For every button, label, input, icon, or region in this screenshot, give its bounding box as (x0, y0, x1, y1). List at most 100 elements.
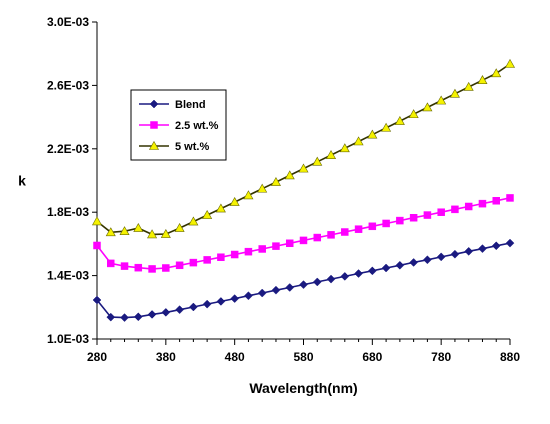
data-point (396, 216, 404, 225)
data-point (409, 258, 418, 267)
data-point (216, 297, 226, 306)
data-point (394, 115, 405, 125)
data-point (272, 242, 280, 250)
series-3 (91, 58, 516, 239)
data-point (326, 274, 336, 284)
data-point (105, 227, 116, 237)
x-tick-label: 480 (225, 350, 245, 364)
data-point (353, 136, 364, 146)
x-tick-label: 280 (87, 350, 107, 364)
data-point (423, 255, 432, 265)
data-point (161, 308, 171, 317)
y-tick-label: 3.0E-03 (47, 15, 89, 29)
data-point (93, 241, 101, 250)
data-point (327, 231, 335, 239)
data-point (437, 208, 445, 216)
x-tick-label: 580 (293, 350, 313, 364)
data-point (463, 81, 474, 91)
data-point (257, 288, 267, 298)
data-point (381, 122, 392, 132)
series-1 (92, 238, 515, 322)
data-point (504, 58, 516, 68)
data-point (107, 259, 115, 268)
data-point (133, 222, 144, 232)
legend-swatch-marker (150, 121, 158, 129)
data-point (202, 299, 212, 309)
data-point (312, 277, 322, 287)
data-point (339, 143, 350, 153)
data-point (215, 203, 226, 213)
data-point (299, 280, 308, 289)
data-point (449, 88, 460, 98)
x-tick-label: 380 (156, 350, 176, 364)
data-point (354, 225, 363, 233)
data-point (298, 163, 309, 173)
data-point (119, 226, 130, 236)
data-point (313, 233, 322, 242)
data-point (189, 302, 198, 312)
data-point (478, 199, 487, 208)
data-point (133, 312, 143, 322)
data-point (409, 213, 418, 222)
data-point (189, 258, 198, 267)
data-point (217, 253, 225, 261)
data-point (478, 244, 487, 254)
data-point (258, 245, 266, 253)
data-point (188, 216, 199, 226)
data-point (354, 269, 363, 278)
x-tick-label: 880 (500, 350, 520, 364)
data-point (450, 249, 460, 259)
y-tick-label: 1.8E-03 (47, 205, 89, 219)
data-point (464, 202, 473, 211)
x-tick-label: 780 (431, 350, 451, 364)
data-point (367, 266, 377, 276)
legend-swatch-marker (148, 140, 160, 150)
data-point (341, 228, 349, 236)
data-point (423, 211, 432, 219)
data-point (175, 261, 184, 270)
legend: Blend 2.5 wt.% 5 wt.% (130, 89, 227, 161)
data-point (299, 236, 308, 245)
data-point (203, 256, 211, 264)
data-point (436, 252, 446, 262)
y-tick-label: 1.4E-03 (47, 269, 89, 283)
data-point (148, 265, 156, 273)
data-point (422, 102, 433, 112)
x-axis-title: Wavelength(nm) (249, 380, 357, 396)
data-point (244, 247, 253, 256)
data-point (175, 305, 184, 315)
legend-swatch-marker (149, 99, 159, 109)
data-point (92, 295, 102, 305)
y-axis-title: k (18, 173, 26, 189)
data-point (134, 263, 143, 272)
data-point (491, 241, 501, 251)
data-point (312, 156, 323, 166)
data-point (367, 129, 378, 139)
data-point (382, 219, 390, 228)
data-point (160, 228, 171, 238)
data-point (229, 196, 240, 206)
data-point (492, 197, 500, 205)
data-point (368, 222, 377, 231)
data-point (230, 250, 239, 259)
data-point (270, 176, 281, 186)
data-point (106, 312, 116, 322)
data-point (244, 291, 253, 301)
y-tick-label: 2.2E-03 (47, 142, 89, 156)
data-point (91, 216, 103, 226)
data-point (230, 294, 240, 303)
data-point (436, 95, 447, 105)
data-point (120, 313, 129, 322)
data-point (395, 260, 405, 270)
data-point (284, 170, 295, 180)
data-point (162, 264, 170, 272)
axes: 1.0E-03 1.4E-03 1.8E-03 2.2E-03 2.6E-03 3.0E-… (18, 15, 520, 396)
data-point (285, 239, 294, 248)
legend-label: 2.5 wt.% (175, 120, 219, 132)
data-point (174, 222, 185, 232)
data-point (408, 109, 419, 119)
legend-label: Blend (175, 99, 206, 111)
x-tick-label: 680 (362, 350, 382, 364)
data-point (285, 283, 295, 292)
